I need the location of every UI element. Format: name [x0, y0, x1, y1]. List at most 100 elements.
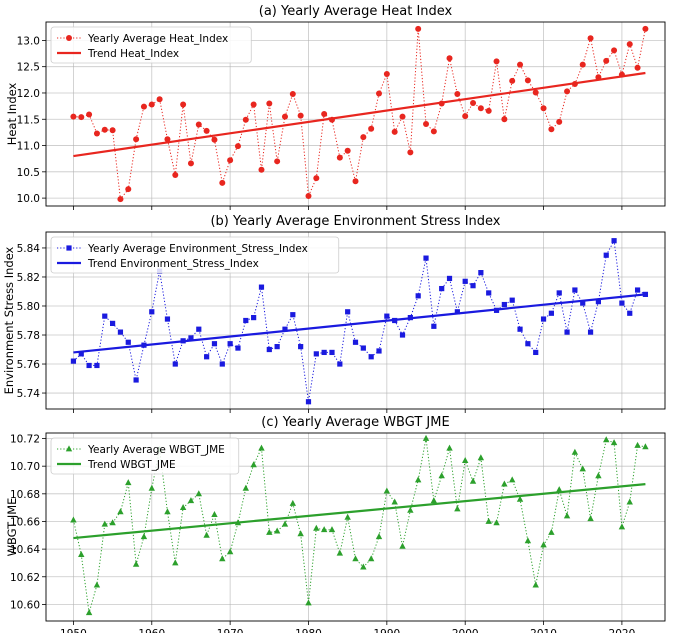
data-point [618, 523, 626, 530]
data-point [320, 526, 328, 533]
data-point [203, 127, 210, 134]
data-point [501, 116, 508, 123]
data-point [125, 479, 132, 486]
data-point [446, 444, 453, 451]
data-point [486, 290, 492, 296]
data-point [132, 560, 140, 567]
data-point [133, 377, 139, 383]
x-tick-label: 2010 [530, 628, 557, 633]
data-point [376, 348, 382, 354]
data-point [298, 344, 304, 350]
legend-label: Yearly Average WBGT_JME [87, 444, 225, 456]
legend-label: Yearly Average Environment_Stress_Index [87, 243, 308, 255]
data-point [149, 309, 155, 315]
data-point [290, 312, 296, 318]
data-point [626, 498, 633, 505]
data-point [242, 484, 250, 491]
data-point [446, 275, 453, 282]
data-point [313, 175, 320, 182]
data-point [164, 508, 171, 515]
data-point [86, 111, 93, 118]
y-tick-label: 10.70 [10, 461, 40, 473]
data-point [399, 542, 406, 549]
y-tick-label: 10.60 [10, 599, 40, 611]
y-tick-label: 10.5 [17, 167, 40, 179]
y-tick-label: 10.68 [10, 489, 40, 501]
data-point [415, 293, 421, 299]
y-tick-label: 11.0 [17, 141, 40, 153]
data-point [485, 107, 492, 114]
data-point [493, 58, 500, 65]
x-tick-label: 1950 [60, 628, 87, 633]
x-tick-label: 2000 [452, 628, 479, 633]
data-point [501, 480, 508, 487]
data-point [313, 524, 320, 531]
data-point [461, 457, 469, 464]
data-point [525, 341, 531, 347]
data-point [579, 465, 586, 472]
data-point [289, 91, 296, 98]
data-point [93, 130, 100, 137]
data-point [509, 476, 516, 483]
chart-panel-1: (b) Yearly Average Environment Stress In… [2, 214, 666, 413]
data-point [383, 71, 390, 78]
y-tick-label: 12.5 [17, 62, 40, 74]
data-point [580, 300, 586, 306]
data-point [352, 555, 359, 562]
data-point [70, 516, 77, 523]
data-point [572, 287, 578, 293]
data-point [469, 477, 477, 484]
data-point [603, 252, 609, 258]
legend-marker [66, 35, 72, 41]
data-point [611, 238, 617, 244]
data-point [125, 186, 132, 193]
data-point [548, 126, 555, 133]
data-point [313, 351, 319, 357]
data-point [109, 519, 116, 526]
data-point [266, 528, 273, 535]
data-point [439, 285, 445, 292]
data-point [485, 517, 492, 524]
data-point [634, 64, 641, 71]
x-tick-label: 1960 [138, 628, 165, 633]
data-point [250, 461, 257, 468]
data-point [533, 349, 539, 356]
data-point [117, 196, 124, 203]
data-point [431, 323, 437, 329]
data-point [517, 326, 523, 332]
data-point [336, 154, 343, 161]
data-point [234, 143, 241, 150]
data-point [509, 297, 515, 303]
data-point [86, 362, 92, 369]
data-point [211, 341, 218, 347]
x-tick-label: 1970 [217, 628, 244, 633]
y-tick-label: 5.84 [17, 243, 41, 255]
data-point [70, 358, 77, 364]
y-tick-label: 5.74 [17, 388, 41, 400]
data-point [195, 490, 202, 497]
data-point [407, 149, 414, 156]
data-point [329, 349, 335, 356]
data-point [266, 100, 273, 107]
data-point [305, 599, 312, 606]
data-point [110, 320, 116, 327]
data-point [626, 41, 633, 48]
data-point [266, 346, 272, 353]
data-point [101, 126, 108, 133]
data-point [251, 314, 257, 321]
data-point [642, 25, 649, 32]
data-point [532, 89, 539, 96]
data-point [524, 537, 532, 544]
data-point [501, 301, 507, 308]
data-point [352, 339, 359, 345]
data-point [117, 329, 124, 335]
data-point [195, 121, 202, 128]
data-point [125, 339, 131, 345]
data-point [548, 310, 554, 316]
data-point [423, 120, 430, 127]
y-tick-label: 13.0 [17, 35, 40, 47]
data-point [462, 278, 468, 284]
data-point [78, 114, 85, 121]
data-point [344, 513, 351, 520]
